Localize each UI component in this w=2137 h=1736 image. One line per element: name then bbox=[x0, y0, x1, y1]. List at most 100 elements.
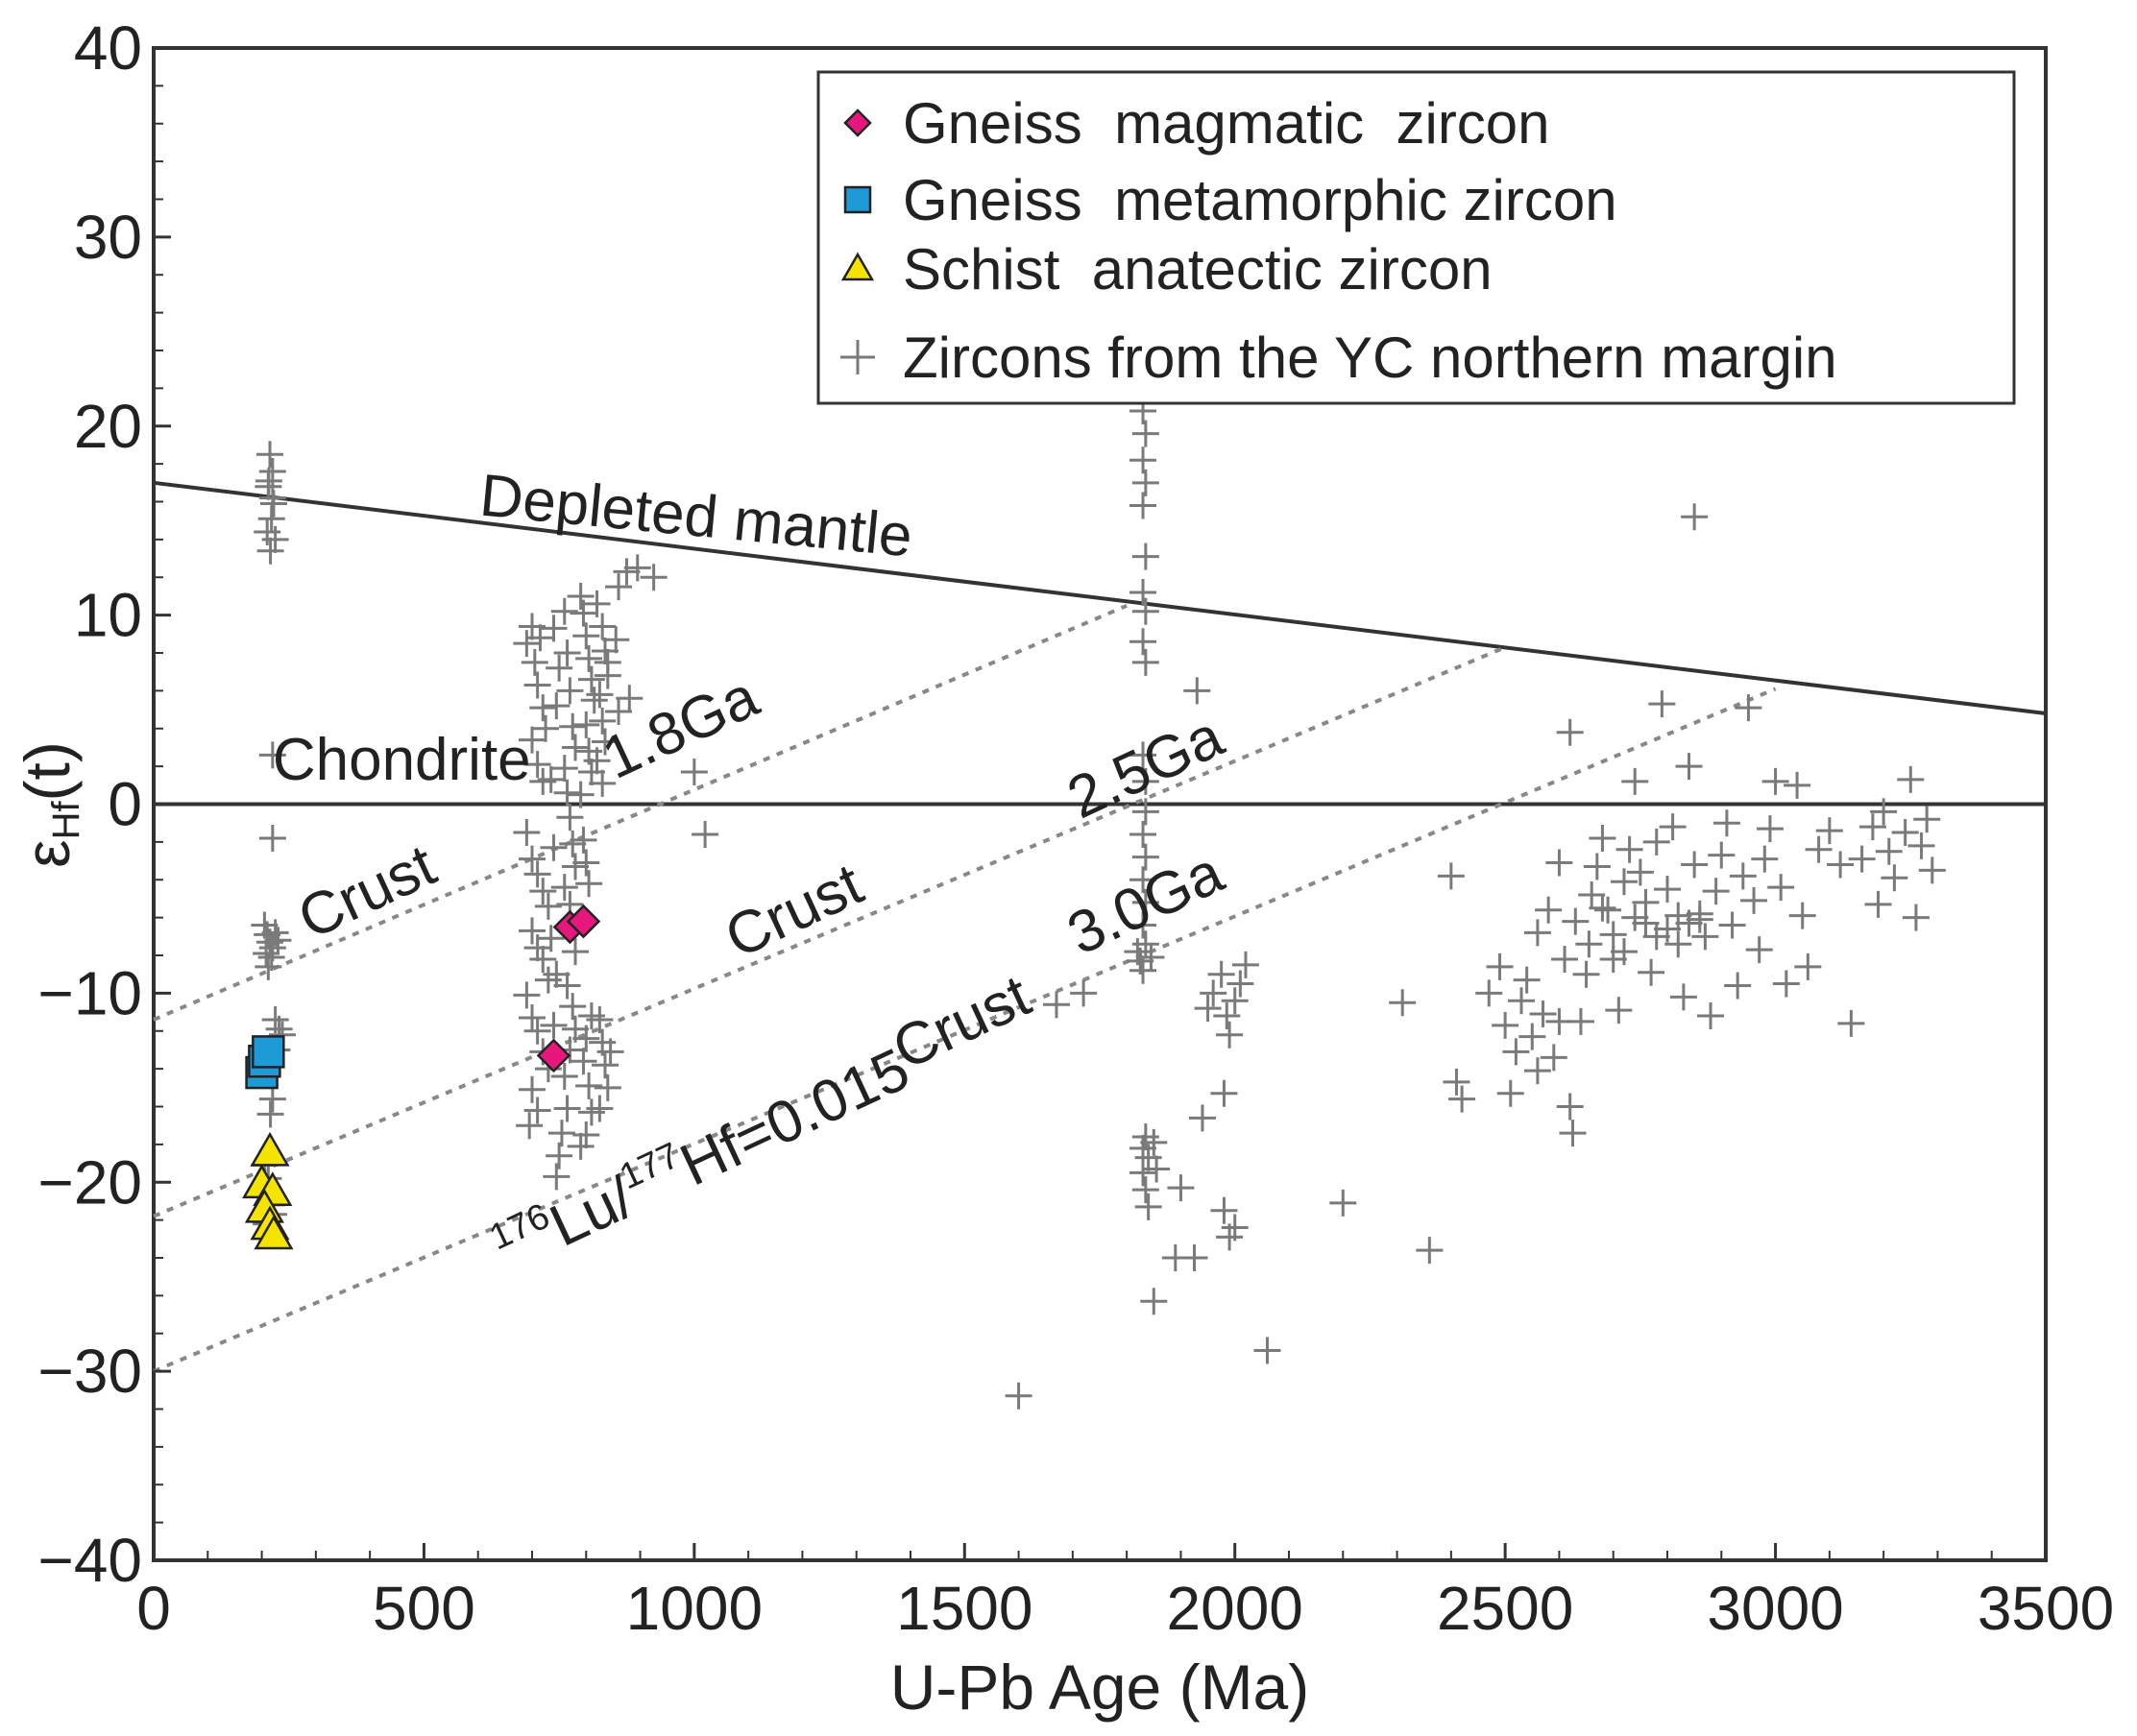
annotation-depleted-mantle: Depleted mantle bbox=[477, 463, 915, 570]
point-yc-zircon bbox=[559, 993, 587, 1021]
y-tick-label: 0 bbox=[108, 770, 142, 839]
point-yc-zircon bbox=[1578, 881, 1606, 908]
y-axis-title-sub: Hf bbox=[45, 801, 87, 840]
point-yc-zircon bbox=[1815, 817, 1843, 845]
point-yc-zircon bbox=[567, 781, 595, 808]
point-yc-zircon bbox=[261, 525, 289, 553]
point-yc-zircon bbox=[1891, 819, 1919, 847]
point-yc-zircon bbox=[1559, 1120, 1587, 1147]
point-yc-zircon bbox=[1858, 813, 1886, 841]
point-yc-zircon bbox=[1523, 919, 1551, 947]
point-yc-zircon bbox=[547, 1120, 575, 1147]
point-yc-zircon bbox=[1902, 904, 1930, 931]
point-yc-zircon bbox=[1837, 1009, 1865, 1037]
point-yc-zircon bbox=[1648, 690, 1676, 718]
point-yc-zircon bbox=[546, 654, 573, 682]
legend-marker-square bbox=[843, 185, 872, 214]
point-yc-zircon bbox=[575, 870, 603, 898]
point-yc-zircon bbox=[1540, 1044, 1567, 1072]
point-yc-zircon bbox=[586, 681, 614, 709]
x-tick-label: 2000 bbox=[1167, 1574, 1303, 1643]
point-yc-zircon bbox=[575, 644, 603, 672]
point-yc-zircon bbox=[1735, 694, 1762, 722]
point-yc-zircon bbox=[1513, 966, 1541, 994]
point-yc-zircon bbox=[1180, 1244, 1208, 1271]
reference-line-3-0ga-crust bbox=[153, 687, 1777, 1373]
legend-label: Gneiss magmatic zircon bbox=[903, 91, 1550, 156]
point-yc-zircon bbox=[258, 824, 286, 852]
point-yc-zircon bbox=[256, 441, 284, 469]
point-yc-zircon bbox=[1042, 991, 1070, 1019]
point-yc-zircon bbox=[1751, 845, 1779, 873]
point-yc-zircon bbox=[1131, 469, 1159, 496]
point-yc-zircon bbox=[1131, 767, 1159, 795]
point-yc-zircon bbox=[1496, 1079, 1524, 1107]
point-yc-zircon bbox=[255, 952, 282, 980]
point-yc-zircon bbox=[577, 665, 605, 693]
point-yc-zircon bbox=[559, 712, 587, 740]
point-yc-zircon bbox=[1675, 909, 1703, 937]
point-yc-zircon bbox=[523, 751, 551, 779]
point-yc-zircon bbox=[1523, 1057, 1551, 1085]
x-tick-label: 1500 bbox=[896, 1574, 1032, 1643]
reference-line-1-8ga-crust bbox=[153, 603, 1128, 1022]
y-tick-label: 10 bbox=[74, 581, 142, 650]
point-yc-zircon bbox=[1594, 896, 1622, 924]
point-yc-zircon bbox=[1200, 979, 1227, 1007]
point-yc-zircon bbox=[519, 726, 546, 754]
point-yc-zircon bbox=[591, 728, 619, 756]
point-yc-zircon bbox=[562, 853, 590, 880]
point-yc-zircon bbox=[1129, 1134, 1157, 1162]
point-yc-zircon bbox=[1638, 958, 1665, 986]
legend-label: Schist anatectic zircon bbox=[903, 237, 1493, 301]
point-yc-zircon bbox=[523, 934, 551, 962]
point-yc-zircon bbox=[572, 1025, 600, 1052]
point-yc-zircon bbox=[543, 692, 571, 720]
point-yc-zircon bbox=[1131, 420, 1159, 447]
point-yc-zircon bbox=[1131, 648, 1159, 676]
point-yc-zircon bbox=[556, 804, 584, 832]
legend-marker-cross bbox=[840, 340, 875, 374]
point-yc-zircon bbox=[1718, 911, 1746, 939]
x-tick-label: 1000 bbox=[626, 1574, 763, 1643]
point-yc-zircon bbox=[591, 638, 619, 665]
annotation-1-8ga: 1.8Ga bbox=[593, 663, 768, 792]
legend-label: Gneiss metamorphic zircon bbox=[903, 168, 1617, 232]
point-yc-zircon bbox=[605, 698, 633, 726]
point-yc-zircon bbox=[583, 590, 611, 617]
point-yc-zircon bbox=[1529, 1001, 1557, 1028]
point-yc-zircon bbox=[1881, 864, 1908, 892]
legend-label: Zircons from the YC northern margin bbox=[903, 326, 1837, 390]
x-tick-label: 0 bbox=[136, 1574, 171, 1643]
point-yc-zircon bbox=[1213, 1002, 1241, 1029]
point-yc-zircon bbox=[1129, 446, 1157, 474]
point-yc-zircon bbox=[1070, 979, 1098, 1007]
point-yc-zircon bbox=[550, 755, 578, 783]
point-yc-zircon bbox=[1918, 856, 1946, 884]
point-yc-zircon bbox=[1448, 1085, 1476, 1113]
point-yc-zircon bbox=[1632, 888, 1660, 916]
point-yc-zircon bbox=[1129, 492, 1157, 519]
point-yc-zircon bbox=[680, 759, 708, 786]
x-tick-label: 3500 bbox=[1978, 1574, 2114, 1643]
y-tick-label: 20 bbox=[74, 392, 142, 461]
point-yc-zircon bbox=[562, 734, 590, 761]
point-yc-zircon bbox=[572, 1121, 600, 1149]
y-tick-label: −20 bbox=[37, 1147, 142, 1217]
y-axis-title-tail: (t) bbox=[12, 741, 83, 801]
point-yc-zircon bbox=[1740, 886, 1768, 914]
point-yc-zircon bbox=[1518, 1023, 1546, 1050]
point-yc-zircon bbox=[1702, 878, 1730, 905]
point-yc-zircon bbox=[1610, 868, 1638, 896]
point-yc-zircon bbox=[521, 648, 548, 676]
point-yc-zircon bbox=[583, 747, 611, 775]
point-yc-zircon bbox=[1131, 542, 1159, 570]
point-yc-zircon bbox=[1669, 983, 1697, 1011]
point-yc-zircon bbox=[1681, 851, 1709, 879]
point-yc-zircon bbox=[526, 624, 554, 652]
point-yc-zircon bbox=[567, 1132, 595, 1160]
point-yc-zircon bbox=[1875, 837, 1903, 865]
point-yc-zircon bbox=[567, 582, 595, 610]
point-yc-zircon bbox=[1572, 960, 1600, 988]
